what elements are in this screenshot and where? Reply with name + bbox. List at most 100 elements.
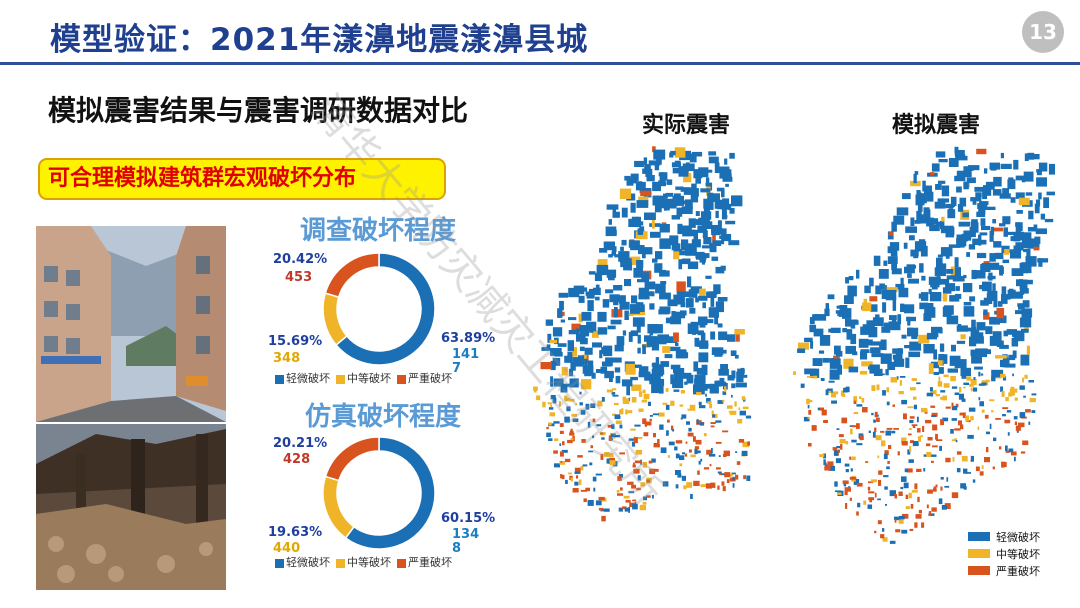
building-footprint <box>604 370 614 379</box>
building-footprint <box>909 419 914 424</box>
building-footprint <box>868 481 874 484</box>
building-footprint <box>943 383 950 388</box>
building-footprint <box>698 352 709 363</box>
building-footprint <box>930 454 937 457</box>
building-footprint <box>963 468 968 474</box>
building-footprint <box>1033 246 1040 251</box>
building-footprint <box>933 349 938 360</box>
building-footprint <box>930 405 936 408</box>
building-footprint <box>951 492 959 499</box>
building-footprint <box>703 433 707 437</box>
building-footprint <box>614 367 621 373</box>
building-footprint <box>954 438 957 441</box>
building-footprint <box>560 474 563 479</box>
building-footprint <box>622 330 627 336</box>
building-footprint <box>911 489 918 493</box>
building-footprint <box>947 368 958 373</box>
building-footprint <box>834 481 838 487</box>
building-footprint <box>956 155 968 161</box>
building-footprint <box>716 467 721 470</box>
building-footprint <box>1014 456 1016 462</box>
building-footprint <box>631 397 637 403</box>
building-footprint <box>877 520 882 525</box>
building-footprint <box>614 414 620 420</box>
building-footprint <box>654 163 660 171</box>
building-footprint <box>636 326 641 333</box>
building-footprint <box>908 433 912 436</box>
building-footprint <box>948 244 961 248</box>
building-footprint <box>597 311 607 322</box>
building-footprint <box>624 507 629 512</box>
building-footprint <box>718 228 727 235</box>
building-footprint <box>550 404 552 408</box>
building-footprint <box>659 424 664 430</box>
building-footprint <box>745 415 752 419</box>
building-footprint <box>880 430 885 433</box>
building-footprint <box>685 247 697 256</box>
building-footprint <box>611 251 616 256</box>
building-footprint <box>715 266 725 274</box>
building-footprint <box>917 436 922 442</box>
building-footprint <box>991 369 1004 378</box>
building-footprint <box>886 466 890 470</box>
building-footprint <box>997 301 1003 307</box>
building-footprint <box>839 305 848 316</box>
building-footprint <box>886 387 890 393</box>
simulation-donut-chart <box>323 437 435 549</box>
building-footprint <box>695 211 700 216</box>
building-footprint <box>679 463 683 467</box>
building-footprint <box>950 376 956 382</box>
building-footprint <box>1002 407 1009 409</box>
building-footprint <box>962 412 966 419</box>
building-footprint <box>686 482 693 488</box>
building-footprint <box>926 443 931 447</box>
building-footprint <box>1014 421 1017 425</box>
building-footprint <box>960 334 966 340</box>
building-footprint <box>890 377 898 383</box>
building-footprint <box>860 326 873 335</box>
building-footprint <box>708 307 719 318</box>
building-footprint <box>649 303 655 310</box>
building-footprint <box>1002 357 1010 368</box>
building-footprint <box>956 340 966 344</box>
building-footprint <box>631 384 642 391</box>
building-footprint <box>903 242 908 249</box>
building-footprint <box>1027 227 1037 232</box>
building-footprint <box>567 340 574 352</box>
building-footprint <box>738 439 745 443</box>
building-footprint <box>591 372 596 379</box>
building-footprint <box>914 483 918 490</box>
building-footprint <box>891 430 896 434</box>
building-footprint <box>1006 329 1017 335</box>
building-footprint <box>917 192 922 204</box>
building-footprint <box>793 371 796 375</box>
building-footprint <box>876 384 880 391</box>
building-footprint <box>611 388 617 391</box>
building-footprint <box>577 355 585 365</box>
building-footprint <box>679 404 684 407</box>
building-footprint <box>574 471 580 474</box>
building-footprint <box>904 468 908 473</box>
building-footprint <box>837 449 840 453</box>
building-footprint <box>545 319 553 326</box>
building-footprint <box>572 435 575 442</box>
building-footprint <box>948 158 959 167</box>
building-footprint <box>903 413 907 420</box>
building-footprint <box>640 366 649 375</box>
building-footprint <box>628 312 634 317</box>
building-footprint <box>699 422 705 426</box>
building-footprint <box>559 451 564 457</box>
building-footprint <box>564 458 571 463</box>
building-footprint <box>699 405 706 409</box>
building-footprint <box>592 476 597 482</box>
building-footprint <box>659 198 668 209</box>
building-footprint <box>927 437 933 441</box>
building-footprint <box>850 468 853 472</box>
building-footprint <box>693 384 705 395</box>
building-footprint <box>852 351 858 356</box>
building-footprint <box>566 406 571 412</box>
building-footprint <box>681 225 692 232</box>
building-footprint <box>683 173 692 183</box>
building-footprint <box>830 327 841 333</box>
building-footprint <box>643 247 653 255</box>
